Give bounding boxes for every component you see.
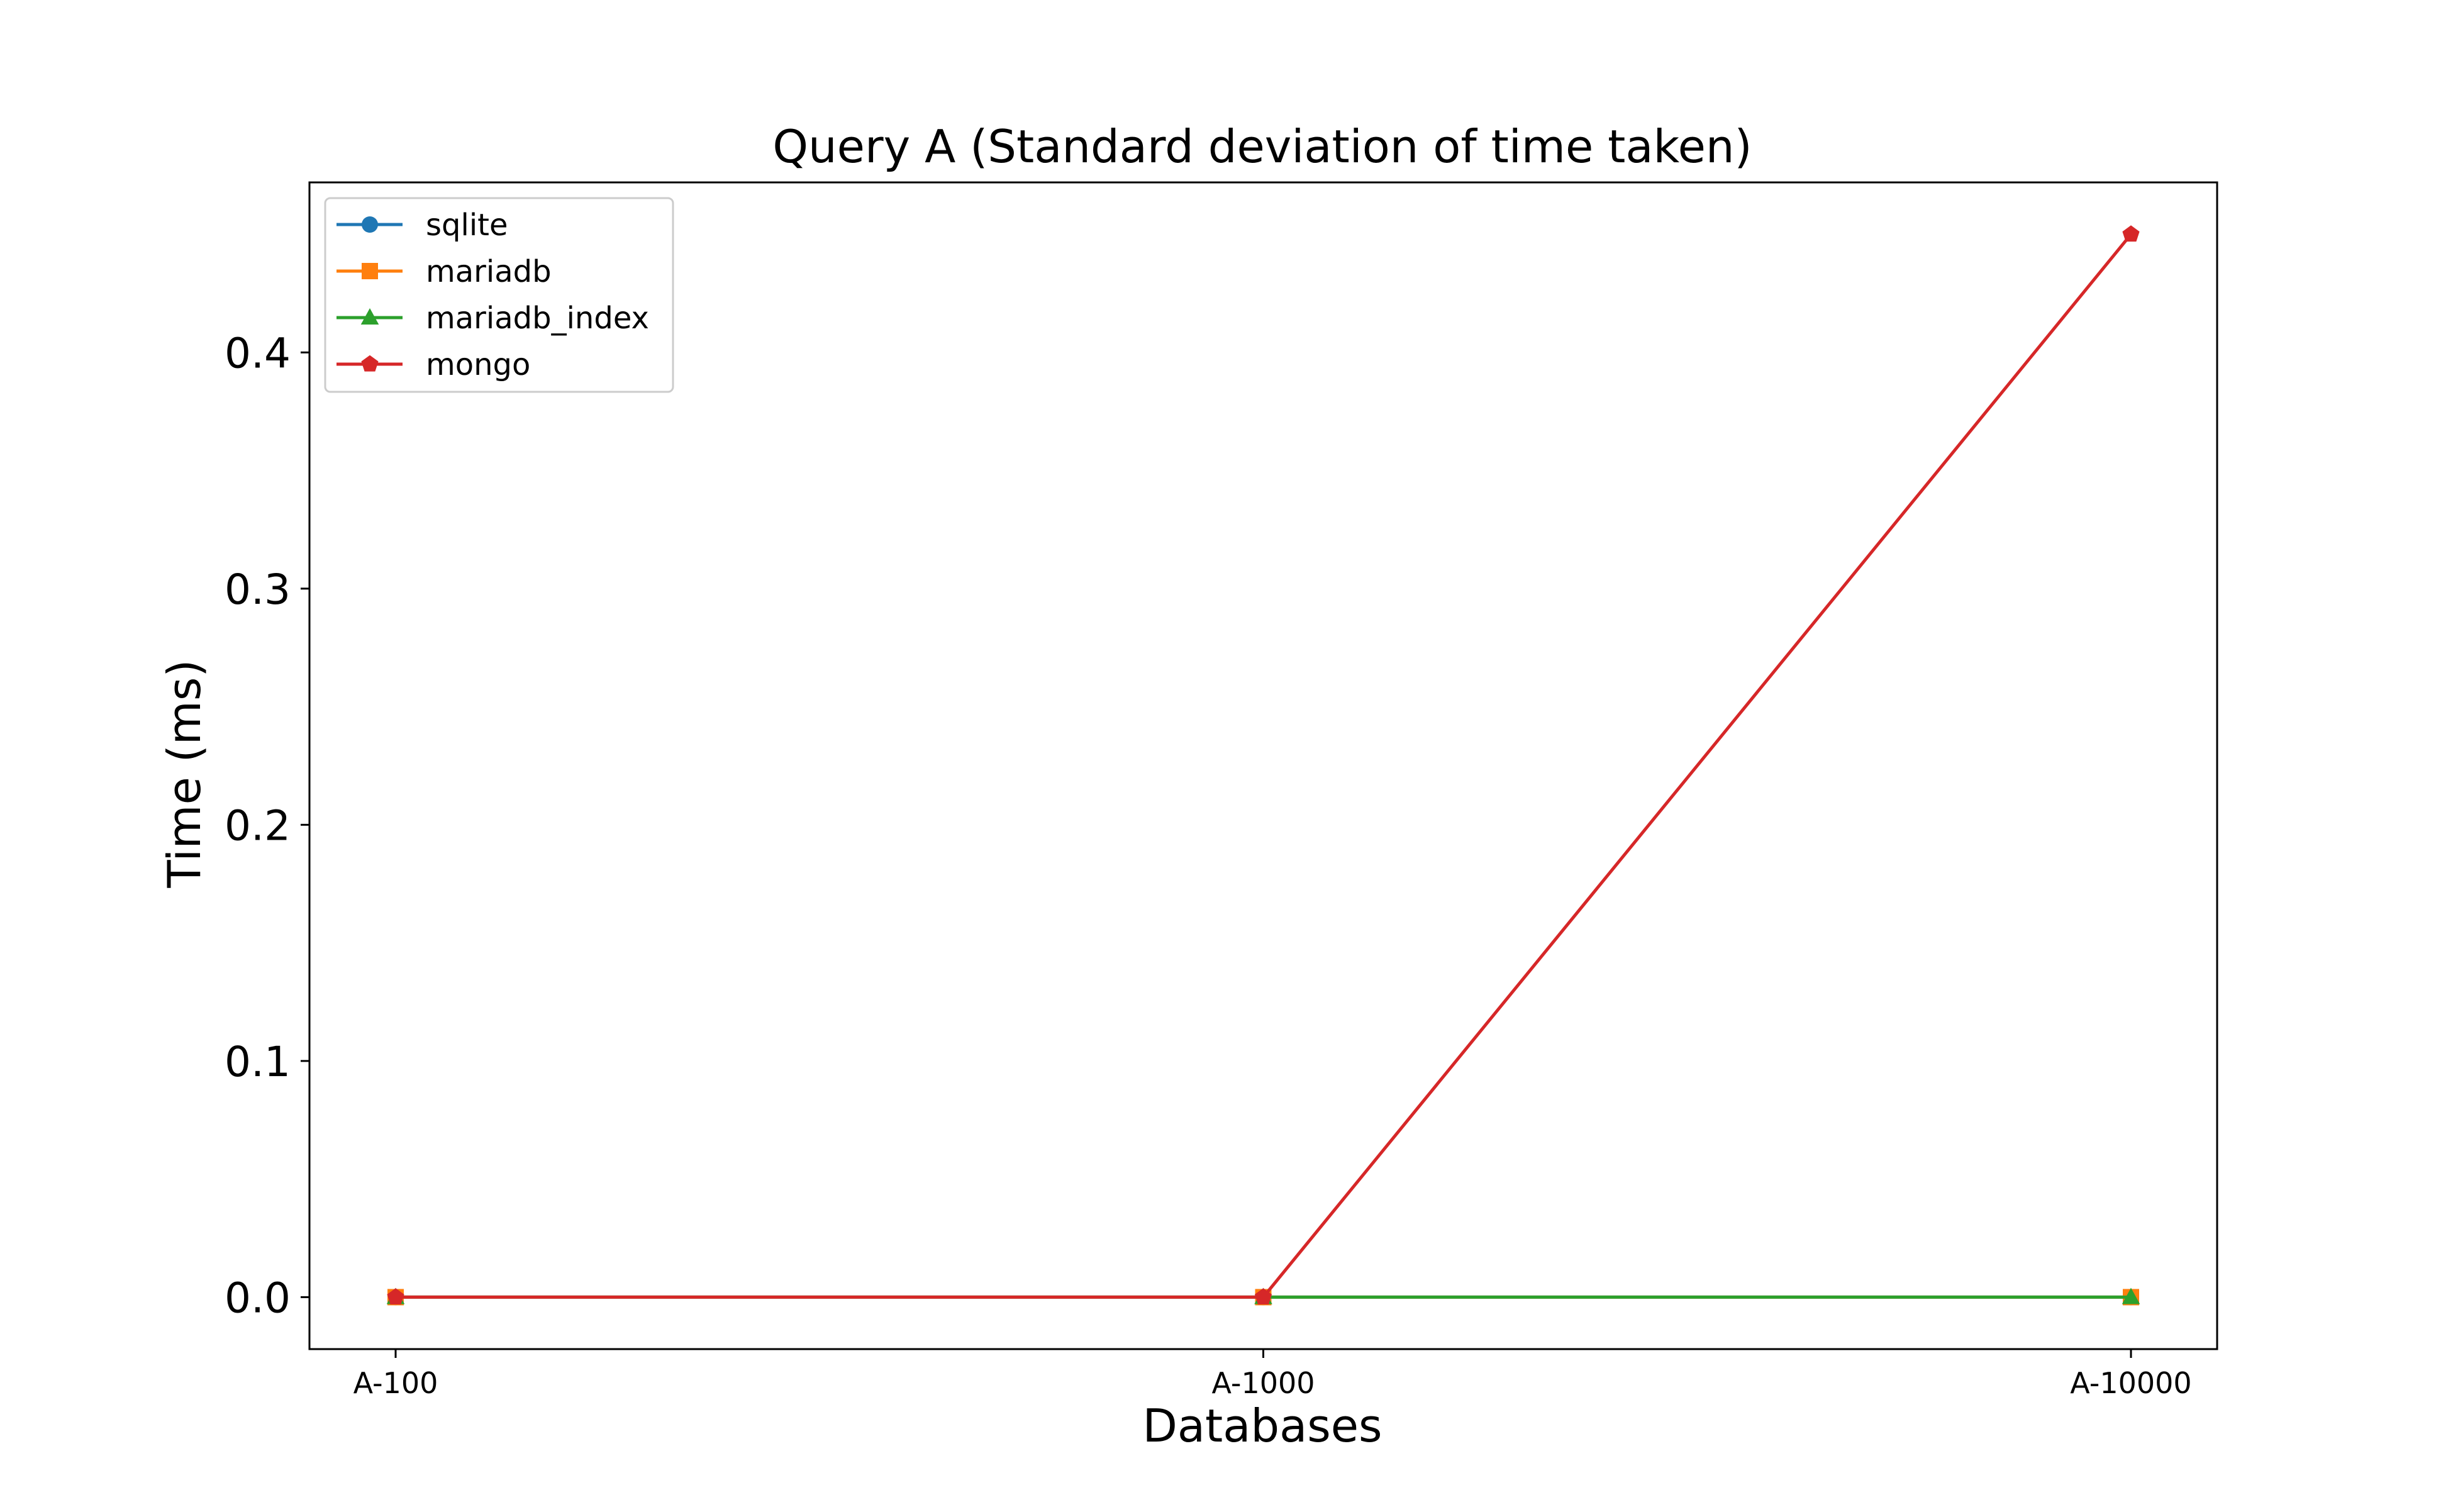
legend-label: mongo <box>426 347 530 382</box>
x-axis-label: Databases <box>1142 1399 1382 1452</box>
x-tick-label: A-1000 <box>1211 1366 1315 1400</box>
y-tick-label: 0.0 <box>225 1274 291 1322</box>
y-axis-label: Time (ms) <box>158 660 211 889</box>
legend-item: mongo <box>337 347 530 382</box>
legend-label: mariadb_index <box>426 301 649 336</box>
y-tick-label: 0.1 <box>225 1038 291 1086</box>
x-tick-label: A-10000 <box>2070 1366 2191 1400</box>
legend-item: mariadb_index <box>337 301 649 336</box>
legend-label: mariadb <box>426 254 552 289</box>
data-point <box>2122 1287 2140 1304</box>
series-mongo <box>387 225 2140 1304</box>
y-tick-label: 0.4 <box>225 329 291 377</box>
legend-box <box>324 197 674 393</box>
data-point <box>1254 1288 1272 1304</box>
y-tick-label: 0.3 <box>225 565 291 614</box>
series-layer <box>386 225 2140 1306</box>
legend-marker <box>362 263 378 279</box>
chart-title: Query A (Standard deviation of time take… <box>772 120 1752 173</box>
legend-label: sqlite <box>426 208 508 243</box>
y-axis: 0.0 0.1 0.2 0.3 0.4 <box>225 329 309 1322</box>
legend-marker <box>360 308 379 325</box>
data-point <box>2122 225 2140 242</box>
y-tick-label: 0.2 <box>225 801 291 850</box>
legend-marker <box>362 216 378 233</box>
legend-item: sqlite <box>337 208 508 243</box>
x-tick-label: A-100 <box>353 1366 438 1400</box>
legend-marker <box>361 355 379 372</box>
x-axis: A-100 A-1000 A-10000 <box>353 1349 2192 1400</box>
data-point <box>387 1288 404 1304</box>
legend-item: mariadb <box>337 254 552 289</box>
